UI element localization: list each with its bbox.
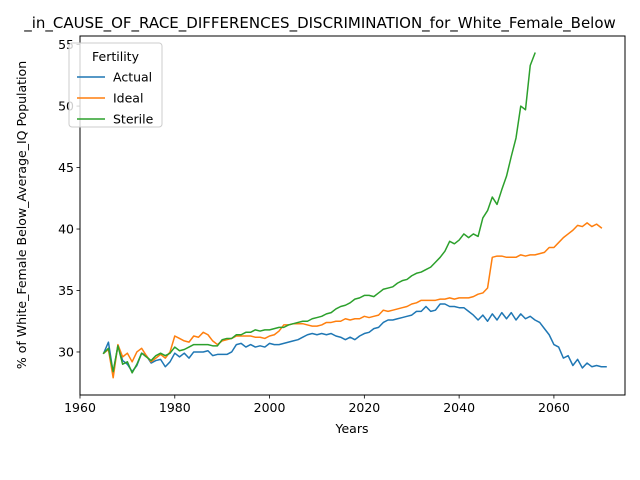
legend: Fertility Actual Ideal Sterile <box>68 42 163 128</box>
legend-label-ideal: Ideal <box>113 91 143 106</box>
plot-lines <box>102 52 607 379</box>
x-tick-label: 2040 <box>443 400 475 415</box>
x-tick-label: 2020 <box>348 400 380 415</box>
legend-title: Fertility <box>92 49 140 64</box>
y-axis-label: % of White_Female Below_Average_IQ Popul… <box>14 61 29 369</box>
chart-title: _in_CAUSE_OF_RACE_DIFFERENCES_DISCRIMINA… <box>23 14 616 33</box>
series-line-sterile <box>102 52 536 374</box>
x-axis-ticks: 1960 1980 2000 2020 2040 2060 <box>64 395 570 415</box>
y-tick-label: 35 <box>58 283 74 298</box>
x-tick-label: 1980 <box>159 400 191 415</box>
legend-label-actual: Actual <box>113 70 152 85</box>
x-tick-label: 2060 <box>538 400 570 415</box>
y-tick-label: 40 <box>58 222 74 237</box>
legend-label-sterile: Sterile <box>113 112 154 127</box>
legend-box <box>68 42 163 128</box>
y-tick-label: 30 <box>58 344 74 359</box>
series-line-ideal <box>102 222 603 379</box>
x-axis-label: Years <box>335 421 369 436</box>
x-tick-label: 2000 <box>254 400 286 415</box>
plot-frame <box>79 35 626 396</box>
series-line-actual <box>102 303 607 374</box>
x-tick-label: 1960 <box>64 400 96 415</box>
y-tick-label: 45 <box>58 160 74 175</box>
legend-entries: Actual Ideal Sterile <box>77 70 154 127</box>
